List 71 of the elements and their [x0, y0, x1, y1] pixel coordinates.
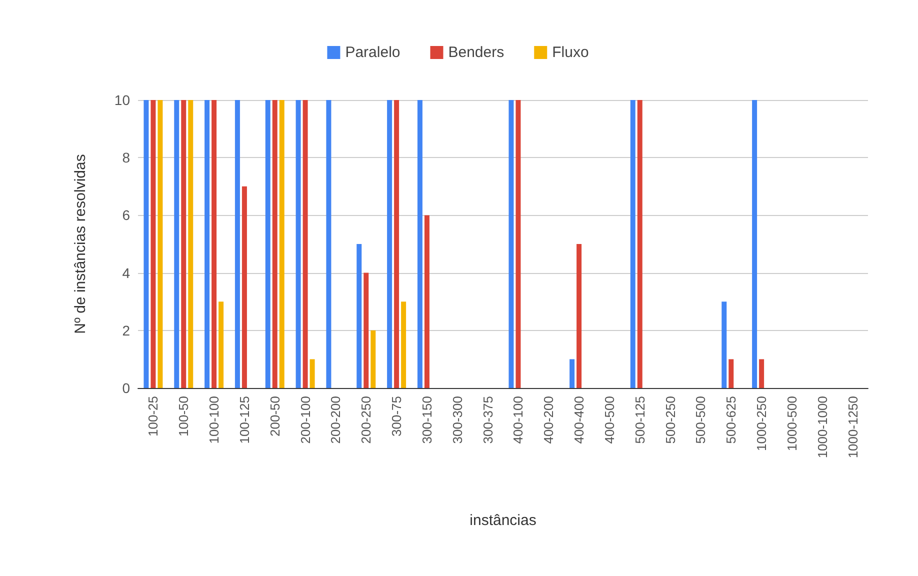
y-tick-label: 2: [122, 322, 130, 338]
x-tick-label: 100-100: [206, 396, 222, 444]
x-tick-label: 200-200: [328, 396, 344, 444]
bar: [570, 359, 575, 388]
x-tick-label: 400-200: [541, 396, 556, 444]
bar: [310, 359, 315, 388]
x-tick-label: 100-25: [146, 396, 161, 436]
x-tick-label: 200-250: [358, 396, 374, 444]
x-tick-label: 500-125: [632, 396, 648, 444]
bar: [394, 100, 400, 388]
x-tick-label: 500-500: [693, 396, 708, 444]
bar: [630, 100, 636, 388]
x-tick-label: 500-625: [724, 396, 739, 444]
x-tick-label: 300-375: [480, 396, 496, 444]
x-tick-label: 1000-500: [784, 396, 800, 451]
bar: [242, 186, 247, 388]
y-tick-label: 8: [122, 150, 130, 166]
y-tick-label: 0: [122, 380, 130, 396]
bar: [752, 100, 758, 388]
bar: [516, 100, 521, 388]
bar: [204, 100, 210, 388]
bar: [265, 100, 270, 388]
bar: [401, 302, 406, 388]
x-tick-label: 300-300: [450, 396, 465, 444]
bar: [279, 100, 284, 388]
legend-label: Paralelo: [345, 44, 400, 61]
bar: [302, 100, 308, 388]
bar: [218, 302, 224, 388]
bar: [272, 100, 278, 388]
x-tick-label: 200-100: [298, 396, 313, 444]
x-tick-label: 400-100: [510, 396, 526, 444]
x-tick-label: 300-150: [419, 396, 434, 444]
bar: [234, 100, 240, 388]
bar: [728, 359, 734, 388]
bar: [508, 100, 514, 388]
bar: [576, 244, 582, 388]
x-tick-label: 400-500: [602, 396, 617, 444]
bar: [759, 359, 764, 388]
legend-label: Fluxo: [552, 44, 589, 61]
bar: [637, 100, 642, 388]
bar: [174, 100, 180, 388]
bar: [181, 100, 186, 388]
x-tick-label: 500-250: [662, 396, 678, 444]
x-axis-title: instâncias: [470, 512, 536, 529]
x-tick-label: 200-50: [267, 396, 282, 436]
bar: [296, 100, 301, 388]
bar: [188, 100, 194, 388]
bar: [424, 215, 430, 388]
x-tick-label: 1000-1000: [814, 396, 830, 458]
bar: [158, 100, 163, 388]
x-tick-label: 1000-250: [754, 396, 770, 451]
bar: [364, 272, 369, 388]
x-tick-label: 400-400: [572, 396, 587, 444]
legend-label: Benders: [448, 44, 504, 61]
bar: [144, 100, 149, 388]
x-tick-label: 100-125: [236, 396, 252, 444]
bar: [722, 302, 727, 388]
x-tick-label: 300-75: [389, 396, 404, 436]
bar: [212, 100, 217, 388]
y-tick-label: 4: [122, 264, 130, 281]
bar: [370, 330, 376, 388]
y-tick-label: 6: [122, 207, 130, 224]
y-tick-label: 10: [114, 92, 130, 108]
bar: [326, 100, 332, 388]
x-tick-label: 1000-1250: [845, 396, 860, 458]
x-tick-label: 100-50: [176, 396, 192, 436]
y-axis-title: Nº de instâncias resolvidas: [72, 154, 89, 334]
bar: [387, 100, 392, 388]
bar: [150, 100, 156, 388]
bar: [356, 244, 362, 388]
bar: [417, 100, 422, 388]
